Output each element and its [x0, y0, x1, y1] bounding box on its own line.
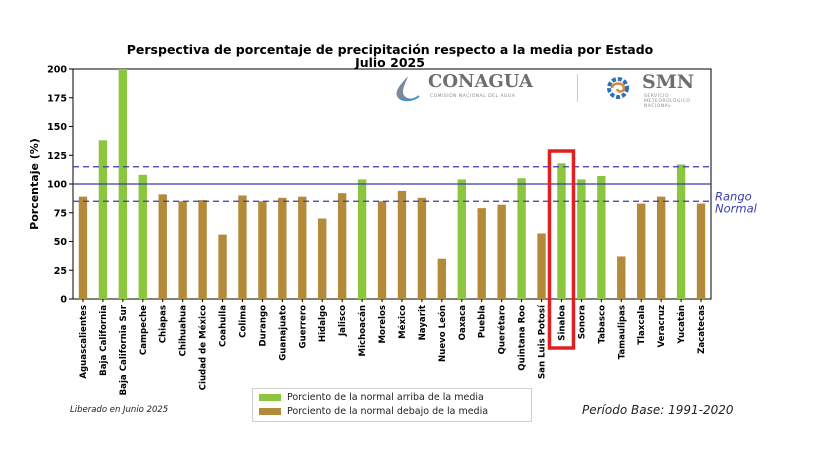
x-tick-label: Quintana Roo [518, 305, 528, 371]
x-tick-label: Tlaxcala [637, 305, 647, 345]
bar-guerrero [298, 196, 307, 299]
chart-legend: Porciento de la normal arriba de la medi… [252, 388, 532, 422]
x-tick-label: Tamaulipas [617, 305, 627, 359]
y-tick-label: 0 [60, 295, 67, 306]
bar-morelos [377, 201, 387, 299]
x-tick-label: Aguascalientes [79, 305, 89, 379]
bar-sinaloa [557, 163, 566, 299]
bar-colima [238, 195, 247, 299]
legend-label-below: Porciento de la normal debajo de la medi… [287, 406, 489, 417]
x-tick-label: Hidalgo [318, 305, 328, 342]
smn-emblem-icon [607, 77, 629, 99]
bar-campeche [138, 174, 147, 299]
chart-title-line2: Julio 2025 [355, 55, 425, 70]
bar-yucat-n [676, 164, 686, 299]
legend-swatch-above [259, 394, 281, 401]
x-tick-label: México [397, 305, 408, 339]
y-tick-label: 150 [47, 122, 67, 133]
logo-divider [577, 74, 578, 102]
x-tick-label: Chiapas [159, 305, 169, 343]
y-tick-label: 25 [54, 266, 67, 277]
bar-hidalgo [318, 218, 327, 299]
bar-tabasco [597, 175, 606, 299]
x-tick-label: San Luis Potosí [538, 304, 548, 379]
x-tick-label: Nayarit [418, 305, 428, 340]
bar-veracruz [656, 196, 666, 299]
conagua-subtitle: COMISIÓN NACIONAL DEL AGUA [430, 94, 516, 99]
base-period: Período Base: 1991-2020 [582, 403, 734, 417]
x-tick-label: Morelos [378, 305, 388, 344]
x-tick-label: Ciudad de México [198, 305, 209, 390]
x-tick-label: Querétaro [497, 305, 508, 354]
y-tick-label: 125 [47, 151, 67, 162]
x-tick-label: Tabasco [597, 305, 607, 344]
bar-tlaxcala [637, 203, 646, 299]
legend-item-below: Porciento de la normal debajo de la medi… [259, 406, 488, 418]
bar-ciudad-de-m-xico [198, 200, 207, 299]
x-tick-label: Michoacán [358, 305, 368, 356]
release-note: Liberado en Junio 2025 [70, 405, 169, 415]
y-axis-label: Porcentaje (%) [28, 138, 41, 230]
y-tick-label: 75 [54, 208, 67, 219]
bar-michoac-n [357, 179, 367, 299]
x-tick-label: Veracruz [657, 305, 667, 348]
bar-guanajuato [278, 197, 287, 299]
bar-oaxaca [457, 179, 466, 299]
bar-tamaulipas [617, 256, 626, 299]
bar-chihuahua [178, 201, 187, 299]
legend-swatch-below [259, 408, 281, 415]
bar-m-xico [397, 190, 407, 299]
x-tick-label: Guerrero [298, 305, 308, 349]
x-tick-label: Jalisco [338, 305, 348, 337]
x-tick-label: Baja California [99, 305, 109, 376]
bar-aguascalientes [78, 196, 88, 299]
bar-puebla [477, 208, 486, 299]
highlight-box [547, 149, 576, 350]
x-tick-label: Guanajuato [278, 305, 288, 361]
bar-durango [258, 201, 267, 299]
bar-nuevo-le-n [437, 258, 447, 299]
legend-item-above: Porciento de la normal arriba de la medi… [259, 392, 484, 404]
x-tick-label: Sinaloa [557, 305, 567, 341]
smn-subtitle: SERVICIO METEOROLÓGICO NACIONAL [644, 94, 691, 109]
x-tick-label: Oaxaca [458, 305, 468, 341]
normal-range-label: Normal [715, 201, 758, 215]
x-tick-label: Durango [258, 305, 268, 347]
x-tick-label: Sonora [577, 305, 587, 339]
conagua-wordmark: CONAGUA [428, 71, 533, 92]
bar-jalisco [337, 193, 347, 299]
bar-quer-taro [497, 204, 506, 299]
y-tick-label: 50 [54, 237, 68, 248]
bar-baja-california [98, 140, 108, 299]
bar-zacatecas [696, 203, 706, 299]
smn-wordmark: SMN [642, 71, 695, 93]
x-tick-label: Nuevo León [437, 305, 448, 362]
x-tick-label: Yucatán [677, 305, 687, 345]
legend-label-above: Porciento de la normal arriba de la medi… [287, 392, 484, 403]
y-tick-label: 200 [47, 65, 67, 76]
bar-san-luis-potos- [537, 233, 546, 299]
x-tick-label: Zacatecas [697, 305, 707, 354]
bar-coahuila [218, 234, 227, 299]
y-tick-label: 100 [47, 180, 67, 191]
x-tick-label: Chihuahua [179, 305, 189, 357]
y-tick-label: 175 [47, 93, 67, 104]
normal-range-label: Rango [715, 189, 752, 203]
bar-nayarit [417, 197, 427, 299]
x-tick-label: Baja California Sur [119, 304, 129, 395]
bar-chiapas [158, 194, 167, 299]
conagua-drop-icon [396, 76, 420, 102]
x-tick-label: Puebla [478, 305, 488, 338]
x-tick-label: Campeche [139, 305, 149, 355]
chart-title-line1: Perspectiva de porcentaje de precipitaci… [126, 42, 654, 57]
x-tick-label: Colima [238, 305, 248, 338]
bar-sonora [577, 179, 586, 299]
x-tick-label: Coahuila [219, 305, 229, 347]
bar-quintana-roo [517, 178, 526, 299]
